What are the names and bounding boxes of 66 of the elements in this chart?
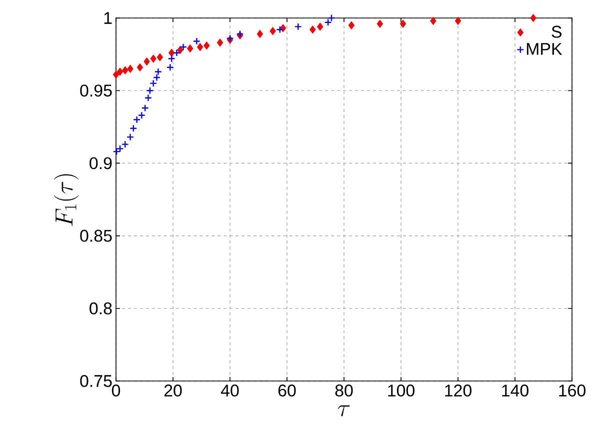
x-tick-label: 140 [502, 384, 528, 397]
point [270, 27, 276, 35]
point [276, 26, 284, 34]
point [204, 42, 210, 50]
point [280, 24, 286, 32]
point [122, 66, 128, 74]
x-tick-label: 20 [164, 384, 182, 397]
y-tick-label: 0.85 [80, 230, 112, 242]
point [152, 74, 161, 82]
point [324, 18, 332, 26]
y-tick-label: 0.9 [90, 157, 112, 170]
point [168, 49, 175, 57]
point [187, 44, 194, 52]
point [136, 64, 143, 72]
y-tick-label: 1 [104, 12, 112, 24]
point [126, 133, 134, 141]
point [121, 140, 129, 148]
legend-label: MPK [526, 43, 562, 55]
point [455, 17, 461, 25]
y-tick-label: 0.75 [80, 375, 112, 387]
x-tick-label: 100 [388, 384, 414, 397]
point [130, 124, 138, 132]
point [144, 94, 152, 102]
point [150, 54, 156, 62]
legend-label: S [552, 26, 562, 38]
point [156, 53, 163, 61]
point [168, 54, 176, 62]
point [154, 68, 162, 76]
point [117, 68, 123, 76]
y-axis-title: $F_1(\tau)$ [54, 174, 79, 226]
point [172, 49, 180, 57]
x-tick-label: 120 [445, 384, 472, 397]
point [138, 111, 146, 120]
x-tick-label: 0 [112, 384, 120, 397]
point [400, 20, 406, 28]
x-tick-label: 160 [559, 384, 586, 397]
point [197, 43, 204, 51]
point [430, 17, 436, 25]
point [127, 65, 134, 73]
y-tick-label: 0.95 [80, 84, 112, 97]
point [294, 22, 302, 30]
point [317, 22, 324, 30]
point [530, 14, 536, 22]
point [348, 21, 354, 30]
point [150, 80, 158, 88]
x-tick-label: 80 [335, 384, 353, 397]
y-tick-label: 0.8 [90, 302, 112, 314]
point [146, 86, 154, 94]
point [112, 148, 120, 156]
point [310, 26, 316, 34]
point [177, 46, 184, 54]
point [116, 144, 124, 152]
point [256, 30, 263, 38]
point [113, 70, 119, 78]
point [179, 43, 188, 51]
point [328, 14, 336, 22]
x-tick-label: 40 [220, 384, 239, 397]
x-tick-label: 60 [278, 384, 296, 397]
point [217, 38, 224, 46]
point [166, 64, 174, 72]
point [133, 116, 141, 124]
point [141, 104, 149, 112]
x-axis-title: $\tau$ [338, 405, 350, 416]
point [376, 20, 383, 28]
point [144, 58, 150, 66]
point [192, 37, 200, 46]
